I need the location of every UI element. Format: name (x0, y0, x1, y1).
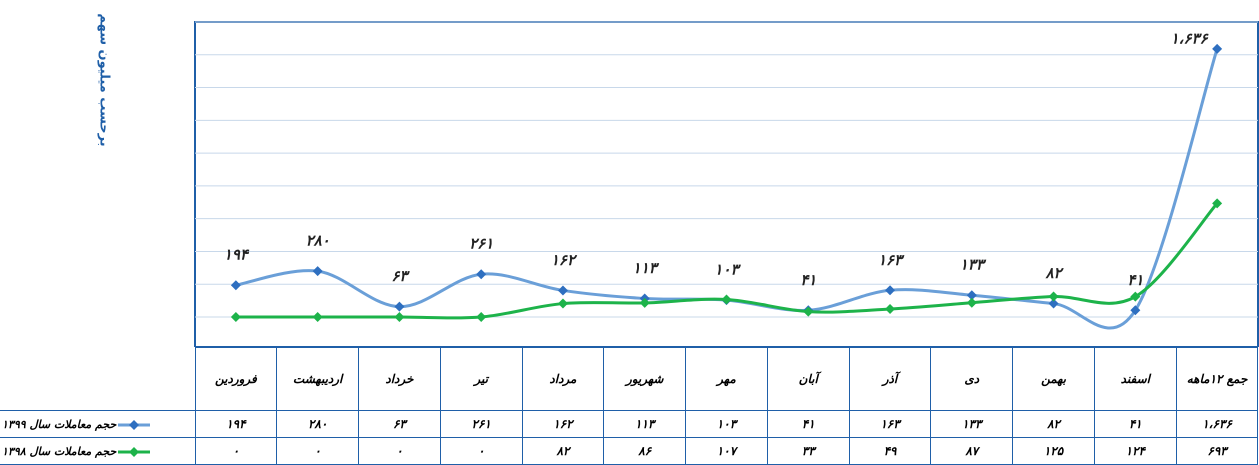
marker (966, 290, 977, 301)
table-value: ۴۱ (766, 410, 850, 438)
legend-entry: حجم معاملات سال ۱۳۹۹ (0, 410, 196, 438)
data-label: ۴۱ (1127, 271, 1143, 289)
table-value: ۳۳ (766, 437, 850, 465)
category-label: خرداد (358, 347, 441, 411)
table-value: ۱۳۳ (930, 410, 1014, 438)
table-value: ۱۰۷ (685, 437, 768, 465)
table-value: ۲۶۱ (439, 410, 523, 438)
marker (312, 312, 323, 322)
category-label: شهریور (603, 347, 687, 411)
table-value: ۸۲ (1012, 410, 1095, 438)
marker (557, 298, 568, 309)
table-value: ۰ (194, 437, 278, 465)
table-value: ۲۸۰ (276, 410, 360, 438)
marker (557, 285, 568, 296)
table-value: ۱۰۳ (685, 410, 768, 438)
table-value: ۱۲۴ (1093, 437, 1177, 465)
category-label: تیر (439, 347, 523, 411)
data-label: ۱۰۳ (714, 261, 741, 279)
y-axis-label: برحسب میلیون سهم (97, 13, 112, 146)
data-label: ۶۳ (391, 267, 410, 285)
category-label: بهمن (1012, 347, 1095, 411)
data-label: ۱۹۴ (224, 246, 250, 264)
data-label: ۴۱ (800, 271, 816, 289)
table-value: ۶۹۳ (1175, 437, 1259, 465)
data-label: ۱۱۳ (633, 259, 660, 277)
marker (394, 312, 405, 322)
marker (476, 269, 487, 280)
category-label: اردیبهشت (276, 347, 360, 411)
marker (966, 297, 977, 308)
legend-entry: حجم معاملات سال ۱۳۹۸ (0, 437, 196, 465)
category-label: مهر (685, 347, 768, 411)
marker (1048, 298, 1059, 309)
data-table: فروردین اردیبهشت خرداد تیر مرداد شهریور مهر آبا… (0, 347, 1259, 465)
category-label: مرداد (521, 347, 605, 411)
marker (885, 303, 896, 314)
table-value: ۱۶۲ (521, 410, 605, 438)
marker (885, 285, 896, 296)
table-value: ۰ (439, 437, 523, 465)
table-value: ۴۱ (1093, 410, 1177, 438)
legend-label: حجم معاملات سال ۱۳۹۸ (2, 444, 117, 458)
marker (721, 294, 732, 305)
table-value: ۸۷ (930, 437, 1014, 465)
table-value: ۱،۶۳۶ (1175, 410, 1259, 438)
marker (1048, 291, 1059, 302)
marker (1130, 291, 1141, 302)
category-label: اسفند (1093, 347, 1177, 411)
data-label: ۱۶۳ (878, 251, 905, 269)
marker (312, 266, 323, 277)
category-label: دی (930, 347, 1014, 411)
legend-swatch (118, 446, 151, 457)
category-label: جمع ۱۲ماهه (1175, 347, 1259, 411)
category-label: آبان (766, 347, 850, 411)
marker (1130, 305, 1141, 316)
table-value: ۶۳ (358, 410, 441, 438)
marker (639, 297, 650, 308)
data-label: ۱۳۳ (960, 256, 987, 274)
series-row: حجم معاملات سال ۱۳۹۹ ۱۹۴ ۲۸۰ ۶۳ ۲۶۱ ۱۶۲ ۱۱۳ ۱۰۳… (0, 410, 1259, 438)
series-row: حجم معاملات سال ۱۳۹۸ ۰ ۰ ۰ ۰ ۸۲ ۸۶ ۱۰۷ ۳۳ ۴۹ ۸۷ ۱۲۵… (0, 437, 1259, 465)
table-value: ۱۶۳ (848, 410, 932, 438)
marker (230, 312, 241, 322)
header-row: فروردین اردیبهشت خرداد تیر مرداد شهریور مهر آبا… (0, 347, 1259, 411)
data-label: ۲۶۱ (469, 235, 493, 253)
marker (1212, 198, 1223, 209)
marker (1212, 43, 1223, 54)
legend-swatch (118, 419, 151, 430)
table-value: ۴۹ (848, 437, 932, 465)
table-value: ۱۹۴ (194, 410, 278, 438)
table-value: ۸۶ (603, 437, 687, 465)
table-value: ۸۲ (521, 437, 605, 465)
marker (476, 312, 487, 322)
series-line (235, 48, 1219, 330)
marker (803, 306, 814, 317)
table-value: ۱۲۵ (1012, 437, 1095, 465)
marker (230, 280, 241, 291)
legend-label: حجم معاملات سال ۱۳۹۹ (2, 417, 117, 431)
chart: برحسب میلیون سهم ۱۹۴ ۲۸۰ ۶۳ ۲۶۱ ۱۶۲ ۱۱۳ ۱۰۳ ۴۱ ۱… (97, 13, 1259, 347)
data-label: ۸۲ (1045, 264, 1065, 282)
blank-cell (0, 347, 196, 411)
table-value: ۰ (276, 437, 360, 465)
marker (394, 301, 405, 312)
category-label: آذر (848, 347, 932, 411)
data-label: ۲۸۰ (306, 232, 330, 250)
data-label: ۱،۶۳۶ (1171, 29, 1209, 47)
table-value: ۱۱۳ (603, 410, 687, 438)
data-label: ۱۶۲ (551, 251, 578, 269)
table-value: ۰ (358, 437, 441, 465)
category-label: فروردین (194, 347, 278, 411)
